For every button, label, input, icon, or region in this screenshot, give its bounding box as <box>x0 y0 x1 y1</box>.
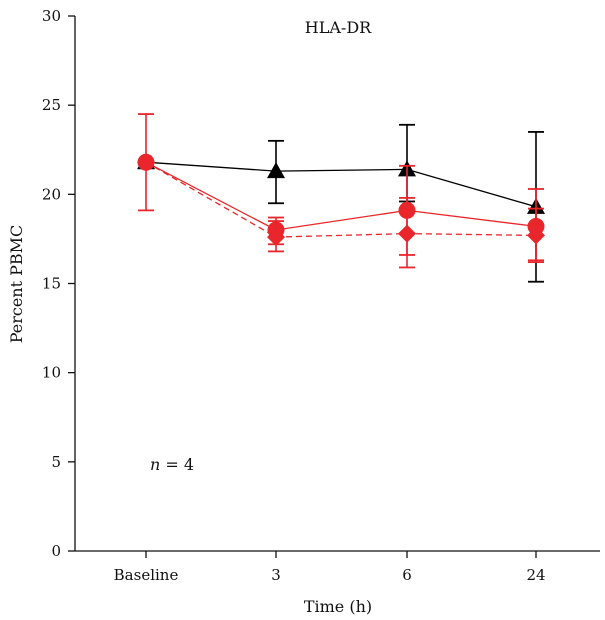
x-tick-label: 3 <box>271 566 281 584</box>
x-tick-label: 24 <box>526 566 545 584</box>
series-line <box>145 161 537 231</box>
y-tick-label: 30 <box>42 7 61 25</box>
sample-size-annotation: n = 4 <box>150 455 194 474</box>
y-tick-label: 25 <box>42 96 61 114</box>
data-point-diamond <box>137 153 155 172</box>
axes-layer: 0 5 10 15 20 25 30 Baseline 3 6 24 <box>42 7 600 584</box>
series-diamond <box>137 153 545 269</box>
series-triangle <box>137 123 545 283</box>
y-tick-label: 15 <box>42 275 61 293</box>
y-tick-label: 0 <box>51 542 61 560</box>
data-point-diamond <box>267 228 285 247</box>
series-layer <box>137 113 545 283</box>
y-tick-label: 20 <box>42 185 61 203</box>
y-tick-label: 5 <box>51 453 61 471</box>
sample-size-var: n <box>150 455 160 474</box>
x-tick-label: 6 <box>402 566 412 584</box>
x-axis-title: Time (h) <box>304 597 372 616</box>
series-circle <box>137 113 545 264</box>
chart-title: HLA-DR <box>305 18 372 37</box>
series-line <box>145 161 537 208</box>
y-tick-label: 10 <box>42 364 61 382</box>
y-axis-title: Percent PBMC <box>7 225 26 344</box>
data-point-diamond <box>527 226 545 245</box>
x-tick-label: Baseline <box>114 566 179 584</box>
data-point-triangle <box>267 162 285 179</box>
series-line <box>145 161 537 238</box>
sample-size-value: = 4 <box>160 455 194 474</box>
data-point-diamond <box>398 224 416 243</box>
